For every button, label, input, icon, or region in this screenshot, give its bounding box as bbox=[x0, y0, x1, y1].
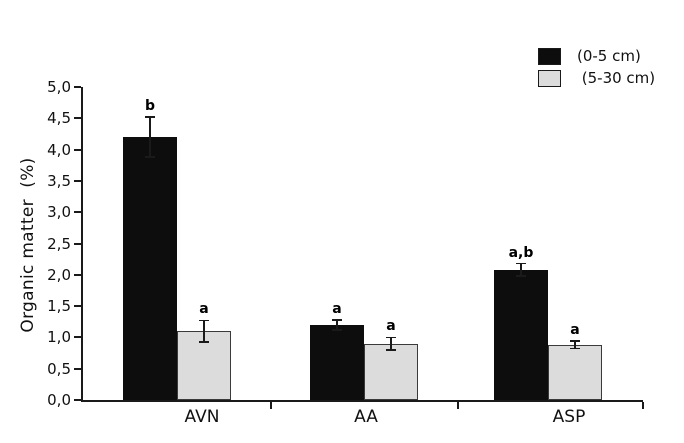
y-axis-tick bbox=[74, 399, 81, 401]
x-axis-category-label: ASP bbox=[552, 407, 586, 427]
bar-avn-surface bbox=[123, 137, 177, 400]
legend: (0-5 cm) (5-30 cm) bbox=[538, 48, 655, 92]
y-axis-tick bbox=[74, 242, 81, 245]
x-axis-line bbox=[81, 400, 643, 402]
y-axis-tick bbox=[74, 211, 81, 214]
error-bar-cap-bottom bbox=[516, 275, 526, 277]
y-axis-tick bbox=[74, 367, 81, 370]
significance-letter: a,b bbox=[508, 244, 534, 261]
y-axis-tick-label: 4,0 bbox=[47, 140, 71, 159]
significance-letter: a bbox=[199, 301, 209, 318]
significance-letter: b bbox=[144, 98, 156, 115]
legend-item: (0-5 cm) bbox=[538, 48, 655, 65]
error-bar-line bbox=[574, 341, 576, 349]
bar-asp-surface bbox=[494, 269, 548, 400]
x-axis-tick bbox=[457, 402, 459, 409]
x-axis-tick bbox=[270, 402, 272, 409]
x-axis-tick bbox=[642, 402, 644, 409]
error-bar-line bbox=[520, 263, 522, 277]
error-bar-line bbox=[336, 319, 338, 330]
y-axis-tick bbox=[74, 117, 81, 120]
legend-label: (0-5 cm) bbox=[577, 47, 641, 65]
error-bar-cap-top bbox=[145, 116, 155, 118]
legend-label: (5-30 cm) bbox=[577, 69, 656, 87]
x-axis-category-label: AVN bbox=[184, 407, 220, 427]
legend-swatch-icon bbox=[538, 70, 561, 87]
legend-item: (5-30 cm) bbox=[538, 70, 655, 87]
error-bar-cap-bottom bbox=[145, 156, 155, 158]
y-axis-tick-label: 0,5 bbox=[47, 359, 71, 378]
y-axis-tick bbox=[74, 148, 81, 151]
y-axis-tick-label: 0,0 bbox=[47, 391, 71, 409]
y-axis-tick bbox=[74, 86, 81, 88]
y-axis-tick bbox=[74, 273, 81, 276]
error-bar-cap-top bbox=[570, 340, 580, 342]
y-axis-tick-label: 2,5 bbox=[47, 234, 71, 253]
error-bar-cap-bottom bbox=[199, 341, 209, 343]
y-axis-tick-label: 1,0 bbox=[47, 328, 71, 347]
x-axis-category-label: AA bbox=[354, 407, 378, 427]
bar-avn-subsurface bbox=[177, 331, 231, 400]
error-bar-cap-bottom bbox=[570, 347, 580, 350]
y-axis-tick-label: 3,5 bbox=[47, 171, 71, 190]
y-axis-tick bbox=[74, 179, 81, 182]
y-axis-tick bbox=[74, 305, 81, 308]
y-axis-tick-label: 5,0 bbox=[47, 78, 71, 96]
error-bar-cap-bottom bbox=[332, 329, 342, 331]
error-bar-cap-top bbox=[516, 262, 526, 265]
error-bar-cap-top bbox=[199, 319, 209, 322]
error-bar-line bbox=[390, 337, 392, 350]
legend-swatch-icon bbox=[538, 48, 561, 65]
error-bar-cap-top bbox=[332, 319, 342, 321]
error-bar-line bbox=[149, 117, 151, 158]
y-axis-line bbox=[81, 87, 83, 402]
error-bar-cap-top bbox=[386, 336, 396, 339]
error-bar-cap-bottom bbox=[386, 349, 396, 351]
y-axis-tick-label: 4,5 bbox=[47, 109, 71, 128]
bar-asp-subsurface bbox=[548, 344, 602, 400]
error-bar-line bbox=[203, 320, 205, 342]
y-axis-tick-label: 2,0 bbox=[47, 265, 71, 284]
bar-aa-subsurface bbox=[364, 343, 418, 400]
y-axis-tick-label: 3,0 bbox=[47, 203, 71, 222]
significance-letter: a bbox=[570, 322, 580, 339]
y-axis-tick-label: 1,5 bbox=[47, 297, 71, 316]
significance-letter: a bbox=[332, 300, 342, 317]
y-axis-tick bbox=[74, 336, 81, 339]
significance-letter: a bbox=[386, 318, 396, 335]
bar-aa-surface bbox=[310, 324, 364, 400]
